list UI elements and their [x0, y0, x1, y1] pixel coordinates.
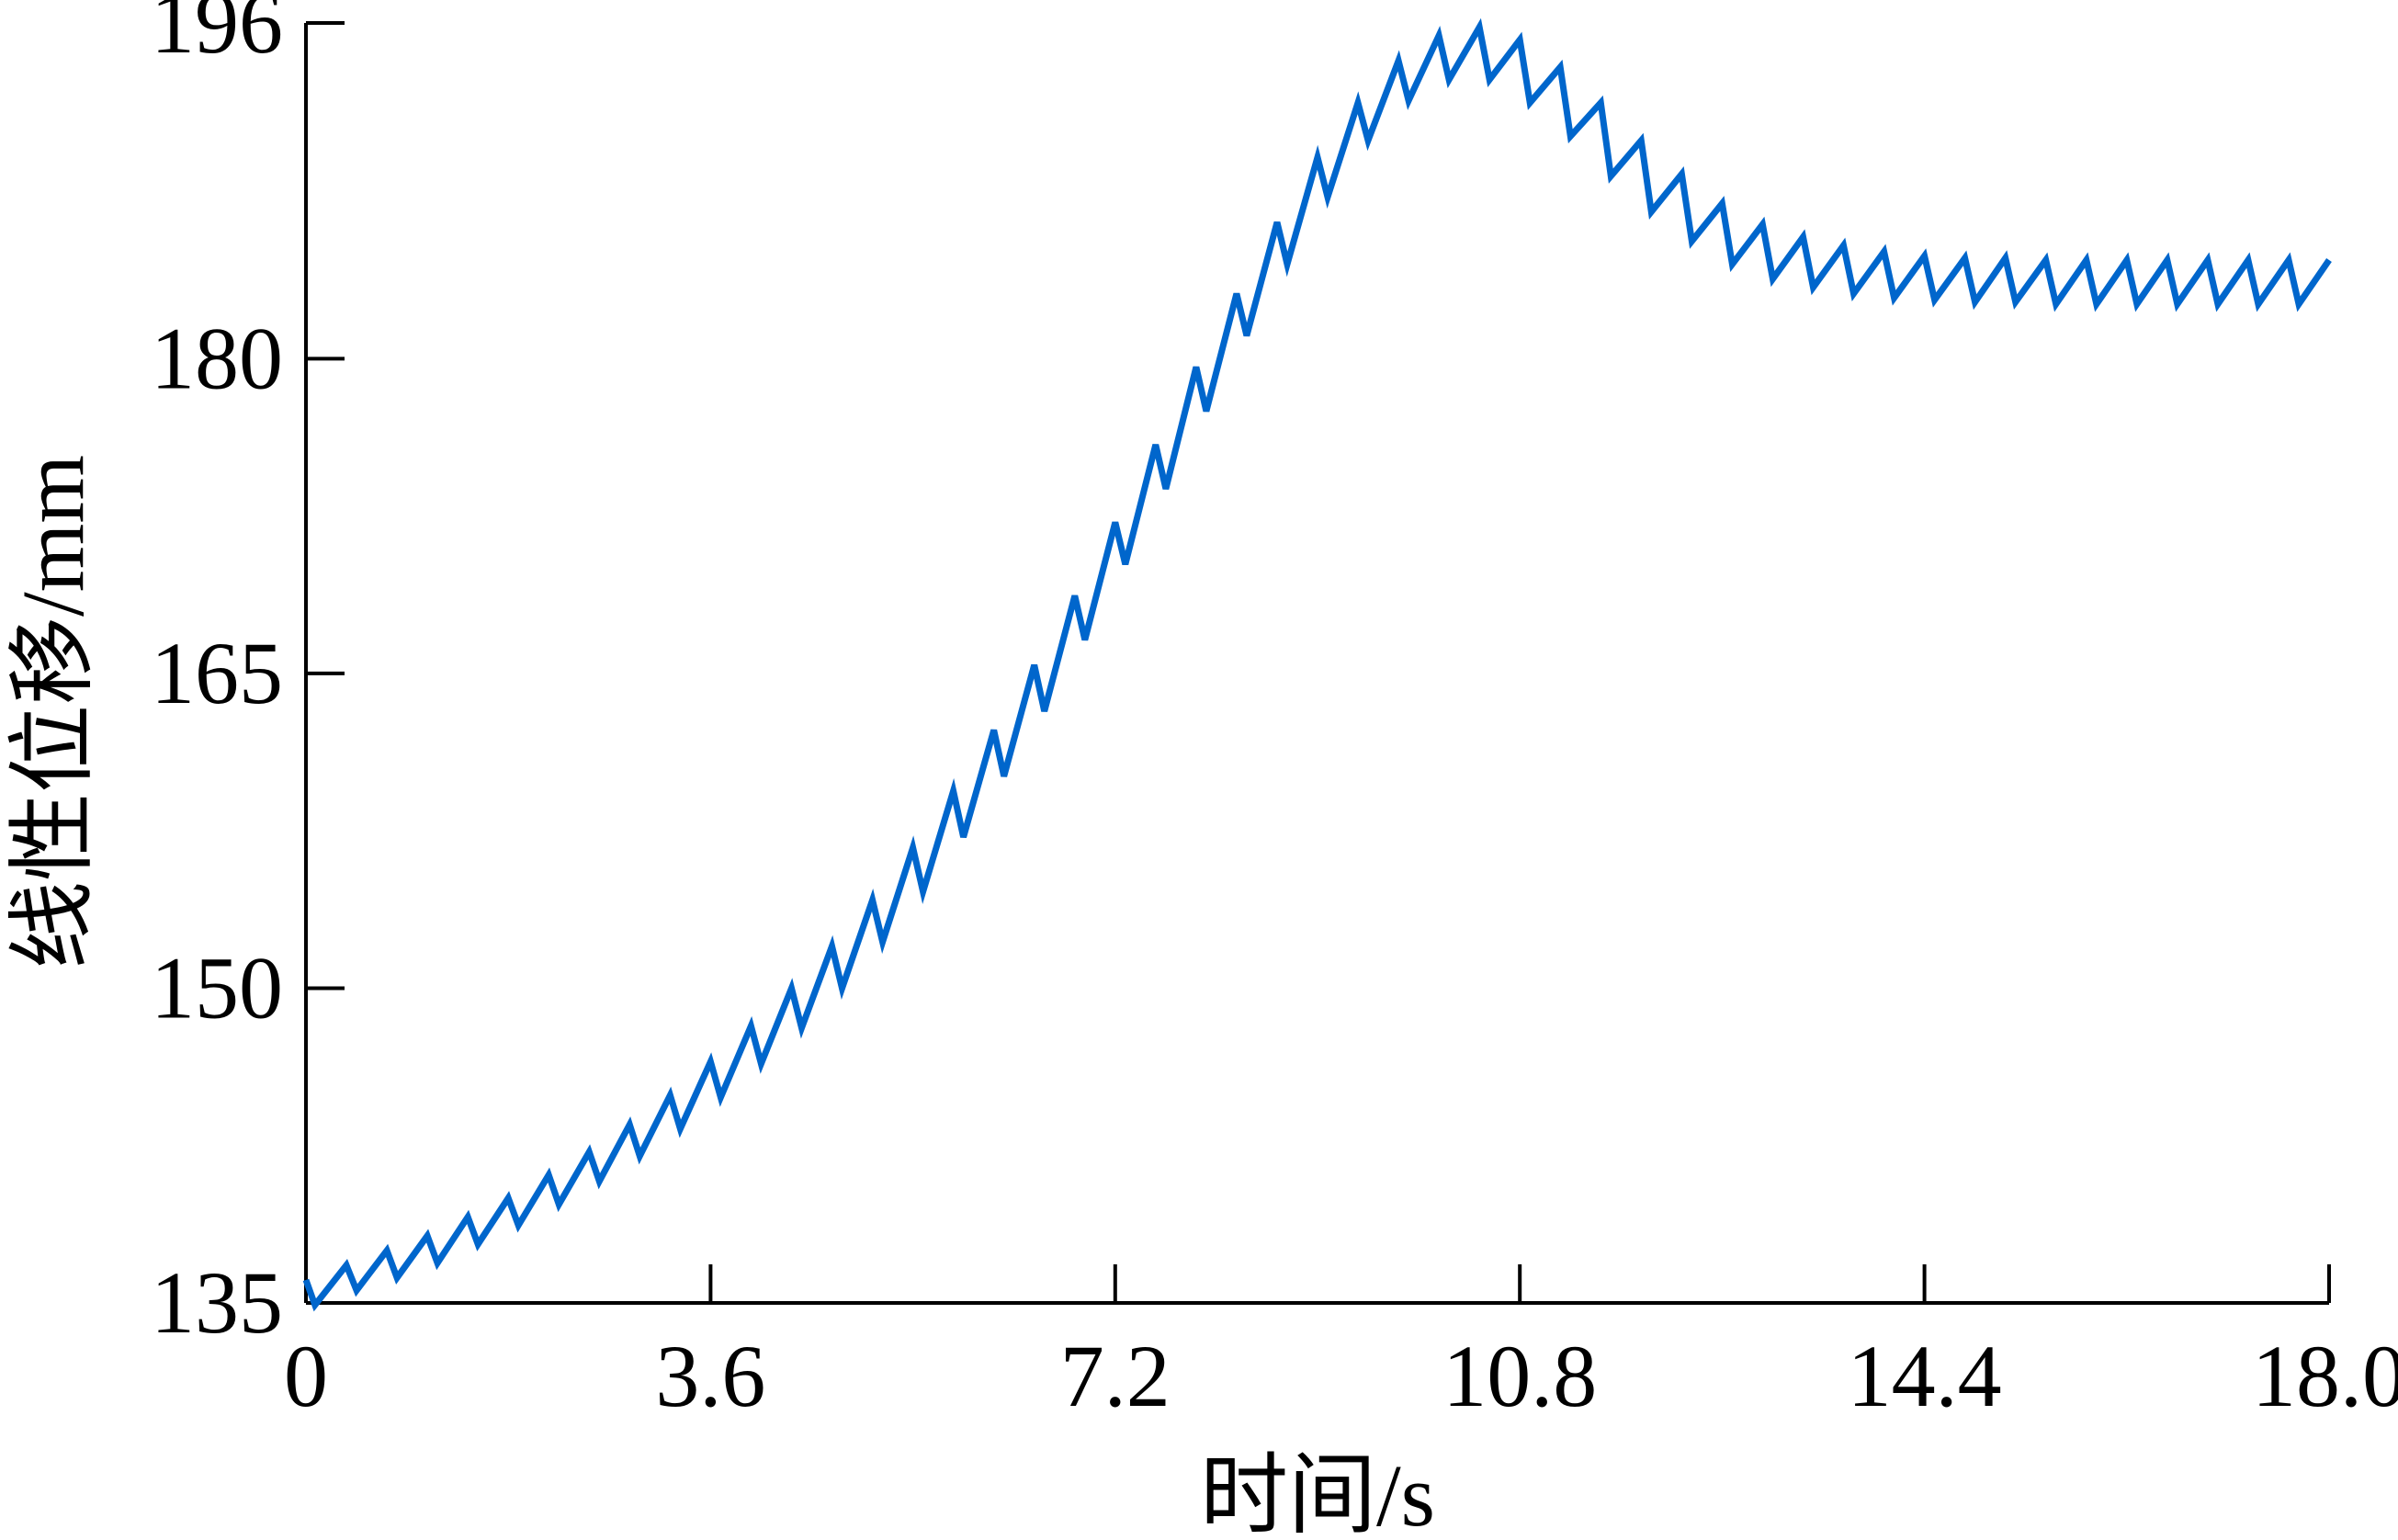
tick-labels: 0 3.6 7.2 10.8 14.4 18.0 135 150 165 180 196 — [151, 0, 2398, 1425]
ticks — [304, 21, 2331, 1305]
x-axis-title: 时间/s — [1200, 1446, 1435, 1540]
x-tick-label: 3.6 — [655, 1327, 765, 1425]
y-tick-label: 150 — [151, 938, 283, 1036]
series-line — [302, 17, 2332, 1312]
y-tick-label: 135 — [151, 1253, 283, 1352]
x-tick-label: 18.0 — [2252, 1327, 2398, 1425]
y-axis-title: 线性位移/mm — [4, 455, 102, 969]
y-tick-label: 165 — [151, 624, 283, 722]
x-tick-label: 0 — [284, 1327, 328, 1425]
y-tick-label: 180 — [151, 309, 283, 407]
x-tick-label: 7.2 — [1060, 1327, 1171, 1425]
x-tick-label: 10.8 — [1442, 1327, 1597, 1425]
x-tick-label: 14.4 — [1848, 1327, 2002, 1425]
y-tick-label: 196 — [151, 0, 283, 72]
